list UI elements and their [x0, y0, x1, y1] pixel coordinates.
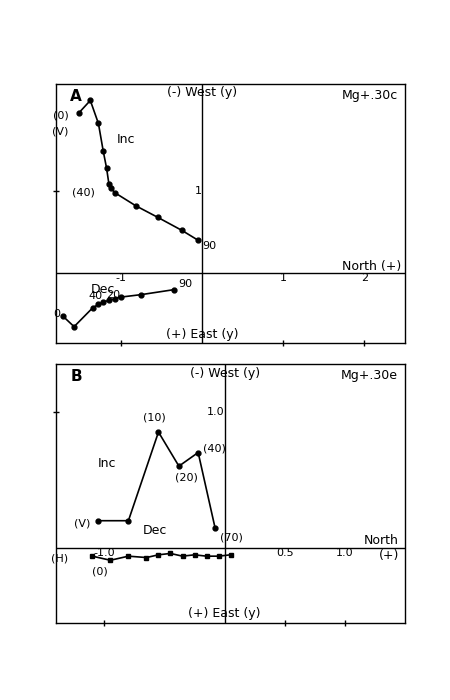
Text: 90: 90 [178, 279, 192, 289]
Text: 1.0: 1.0 [336, 548, 354, 558]
Text: 40: 40 [88, 291, 102, 301]
Text: -1: -1 [116, 273, 126, 284]
Text: 90: 90 [202, 241, 216, 251]
Text: 1.0: 1.0 [207, 407, 225, 416]
Text: (V): (V) [52, 127, 68, 136]
Text: 0.5: 0.5 [276, 548, 293, 558]
Text: North
(+): North (+) [364, 534, 399, 562]
Text: (40): (40) [72, 188, 95, 197]
Text: (40): (40) [203, 443, 226, 454]
Text: 20: 20 [106, 290, 120, 300]
Text: Mg+.30c: Mg+.30c [342, 89, 398, 102]
Text: (0): (0) [53, 111, 68, 120]
Text: (H): (H) [51, 554, 68, 564]
Text: (+) East (y): (+) East (y) [189, 608, 261, 620]
Text: (20): (20) [175, 472, 198, 482]
Text: Inc: Inc [117, 134, 135, 146]
Text: 0: 0 [53, 309, 60, 319]
Text: B: B [70, 369, 82, 384]
Text: Mg+.30e: Mg+.30e [341, 369, 398, 382]
Text: (-) West (y): (-) West (y) [167, 85, 237, 99]
Text: (-) West (y): (-) West (y) [189, 367, 260, 379]
Text: 1: 1 [195, 186, 202, 196]
Text: (+) East (y): (+) East (y) [166, 328, 239, 341]
Text: (V): (V) [73, 519, 90, 528]
Text: 1: 1 [280, 273, 287, 284]
Text: Inc: Inc [98, 457, 116, 470]
Text: North (+): North (+) [342, 260, 401, 273]
Text: Dec: Dec [143, 524, 167, 537]
Text: A: A [70, 89, 82, 104]
Text: -1.0: -1.0 [94, 548, 115, 558]
Text: Dec: Dec [90, 284, 115, 296]
Text: (10): (10) [144, 412, 166, 423]
Text: 2: 2 [361, 273, 368, 284]
Text: (0): (0) [92, 566, 108, 576]
Text: (70): (70) [220, 532, 243, 542]
